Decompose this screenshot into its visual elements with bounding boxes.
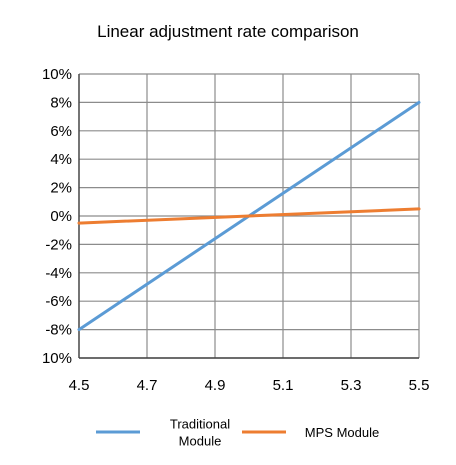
x-tick-label: 4.7 xyxy=(137,377,158,394)
x-tick-label: 4.9 xyxy=(205,377,226,394)
x-tick-label: 5.1 xyxy=(273,377,294,394)
y-tick-label: 8% xyxy=(50,94,72,111)
y-tick-label: -2% xyxy=(45,236,72,253)
y-tick-label: 6% xyxy=(50,123,72,140)
y-tick-label: 10% xyxy=(42,350,72,367)
x-tick-label: 5.3 xyxy=(341,377,362,394)
series-lines xyxy=(77,100,421,332)
legend: Traditional Module MPS Module xyxy=(96,417,379,449)
y-tick-label: 4% xyxy=(50,151,72,168)
y-tick-label: -8% xyxy=(45,322,72,339)
legend-label-1: MPS Module xyxy=(305,425,379,440)
x-tick-label: 5.5 xyxy=(409,377,430,394)
legend-label-0: Module xyxy=(179,434,222,449)
legend-label-0: Traditional xyxy=(170,417,230,432)
y-tick-label: 0% xyxy=(50,208,72,225)
y-tick-label: 10% xyxy=(42,66,72,83)
y-tick-label: -4% xyxy=(45,265,72,282)
x-tick-label: 4.5 xyxy=(69,377,90,394)
series-line-1 xyxy=(77,207,421,225)
y-tick-label: 2% xyxy=(50,180,72,197)
y-tick-label: -6% xyxy=(45,293,72,310)
axes: 10% -8% -6% -4% -2% 0% 2% 4% 6% 8% 10% 4.5 4.7 4.9 5.1… xyxy=(42,66,429,394)
chart-title: Linear adjustment rate comparison xyxy=(97,22,359,41)
